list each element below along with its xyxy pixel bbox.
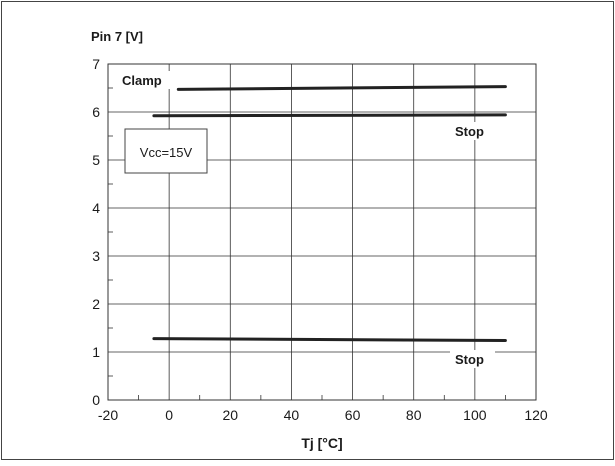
series-label-stop-lower: Stop	[455, 352, 484, 367]
series-line-clamp-0	[176, 85, 507, 91]
x-tick-label: 0	[165, 407, 173, 423]
condition-note-box: Vcc=15V	[124, 128, 208, 174]
y-tick-label: 3	[92, 248, 100, 264]
x-tick-label: 80	[406, 407, 422, 423]
x-tick-label: 120	[524, 407, 548, 423]
minor-ticks	[108, 87, 506, 400]
y-tick-label: 0	[92, 392, 100, 408]
x-tick-labels: -20 0 20 40 60 80 100 120	[98, 407, 548, 423]
x-tick-label: -20	[98, 407, 118, 423]
series-line-stop-2	[152, 337, 507, 342]
condition-note-text: Vcc=15V	[140, 145, 193, 160]
series-lines	[152, 85, 507, 342]
y-tick-labels: 0 1 2 3 4 5 6 7	[92, 56, 100, 408]
x-tick-label: 20	[222, 407, 238, 423]
chart-title: Pin 7 [V]	[91, 29, 143, 44]
x-tick-label: 40	[284, 407, 300, 423]
series-label-clamp: Clamp	[122, 73, 162, 88]
y-tick-label: 2	[92, 296, 100, 312]
x-axis-label: Tj [°C]	[301, 435, 342, 451]
x-tick-label: 100	[463, 407, 487, 423]
label-bg	[450, 350, 495, 368]
y-tick-label: 1	[92, 344, 100, 360]
plot-area	[107, 63, 537, 401]
label-bg	[118, 71, 172, 89]
x-tick-label: 60	[345, 407, 361, 423]
series-line-stop-1	[152, 113, 507, 118]
y-tick-label: 6	[92, 104, 100, 120]
y-tick-label: 4	[92, 200, 100, 216]
y-tick-label: 5	[92, 152, 100, 168]
series-label-stop-upper: Stop	[455, 124, 484, 139]
label-bg	[450, 122, 495, 140]
condition-note-border	[124, 128, 208, 174]
y-tick-label: 7	[92, 56, 100, 72]
series-labels: Clamp Stop Stop	[118, 71, 495, 368]
